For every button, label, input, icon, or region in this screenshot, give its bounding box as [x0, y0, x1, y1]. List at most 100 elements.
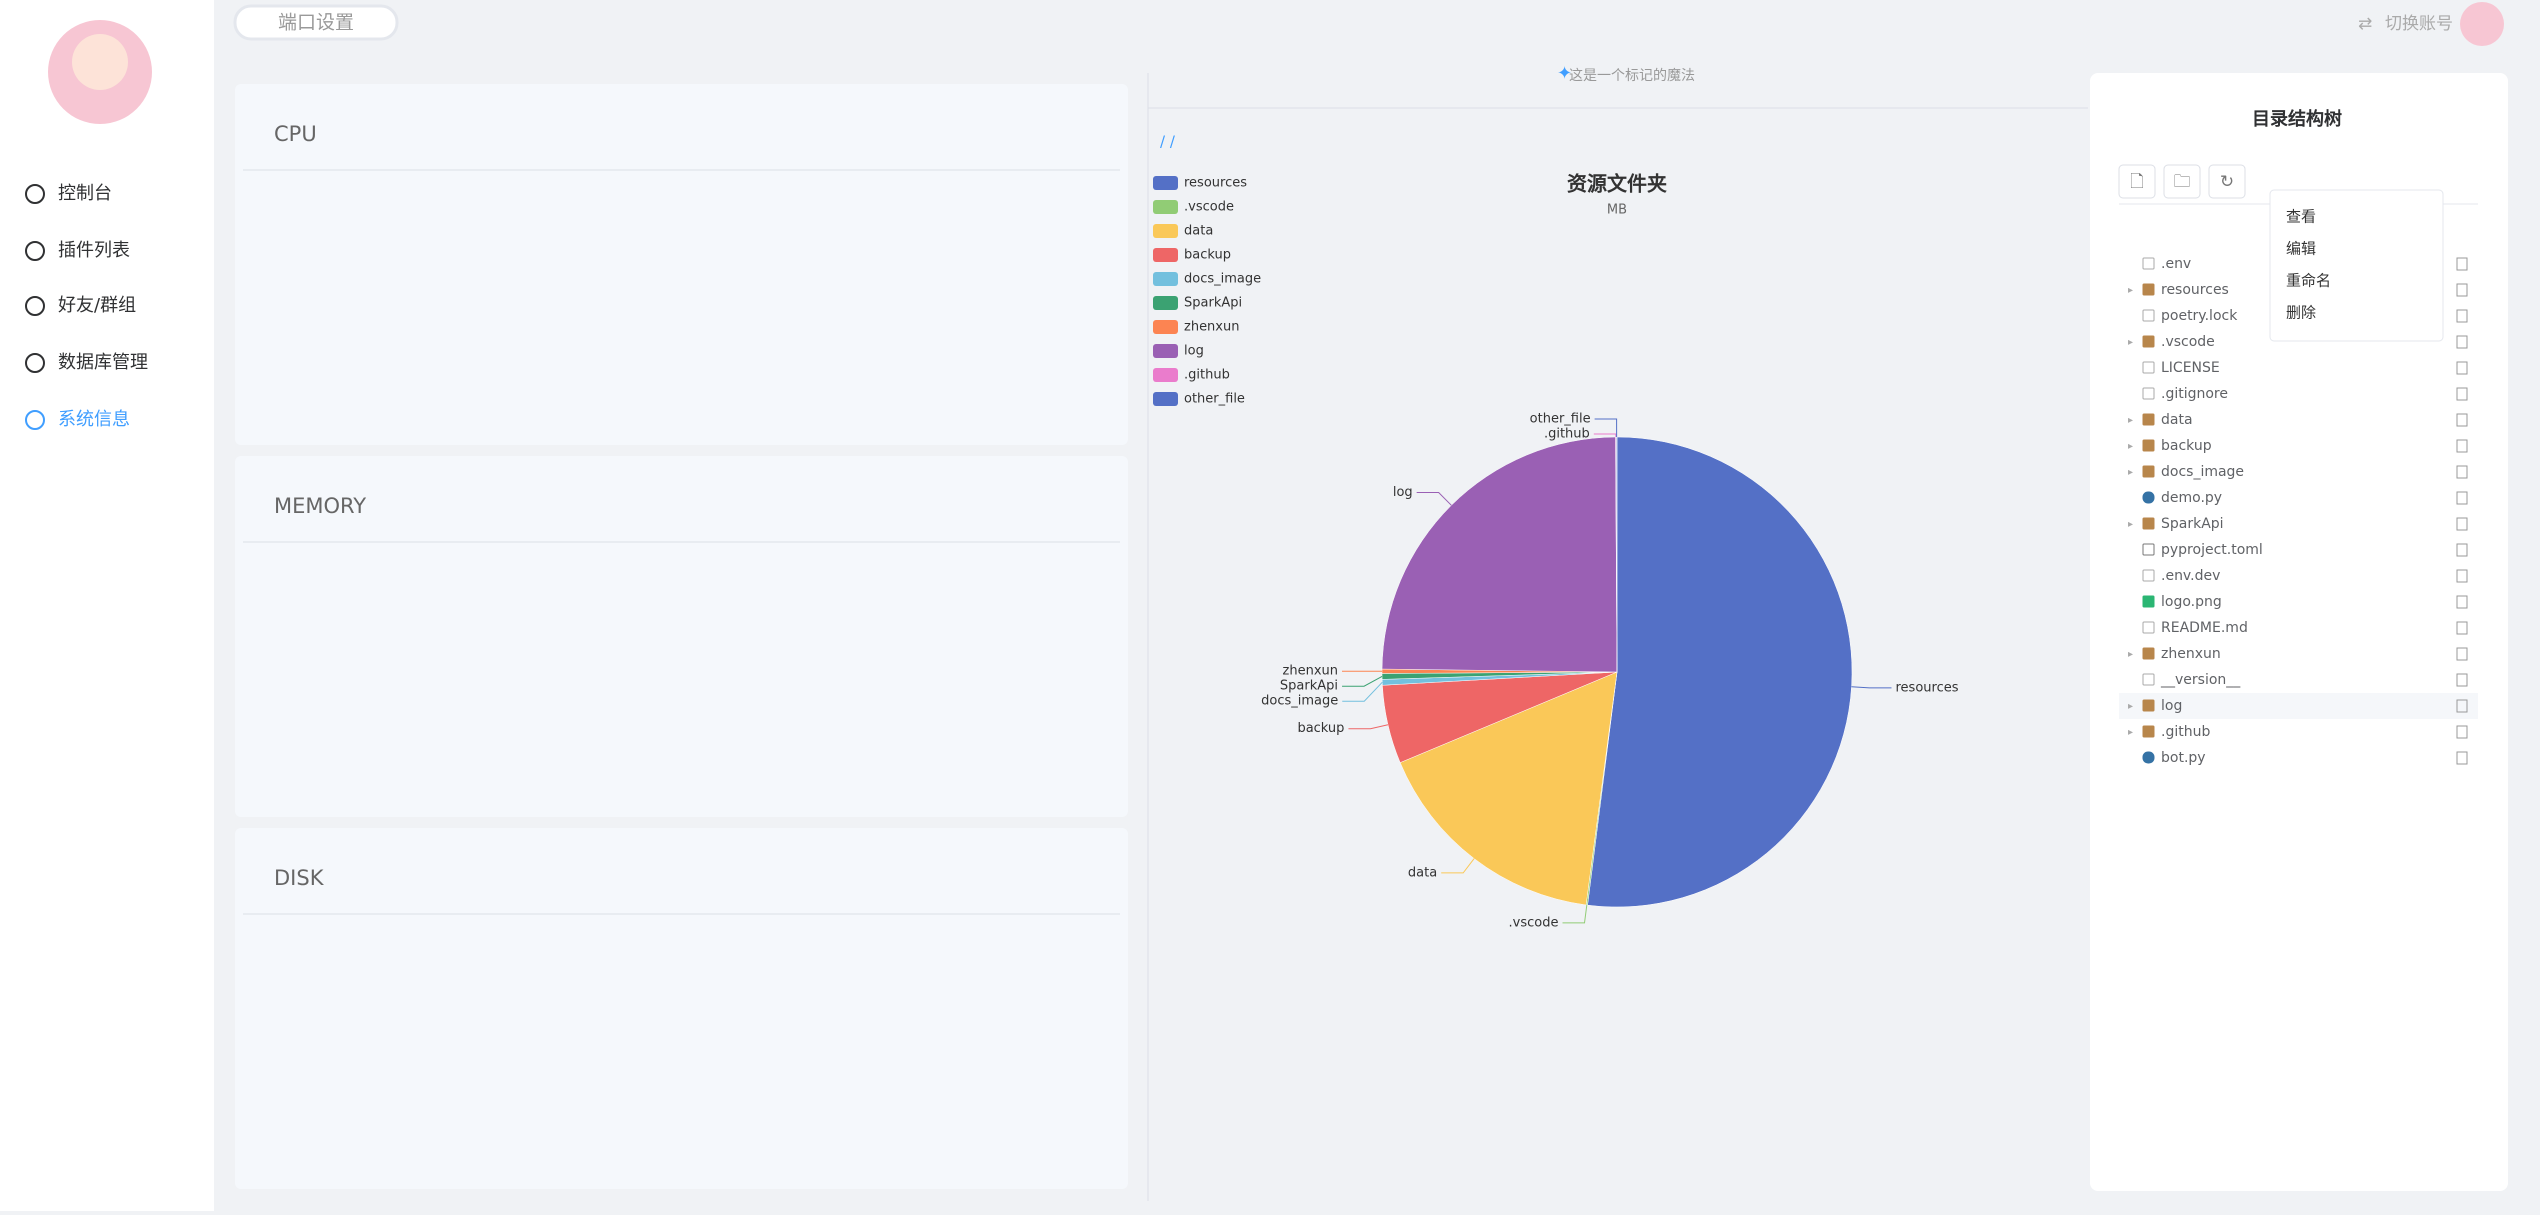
legend-swatch[interactable] — [1153, 392, 1178, 406]
icon: 🗋 — [2130, 172, 2144, 192]
port-setting[interactable]: 端口设置 — [278, 12, 354, 34]
menu-item[interactable]: 系统信息 — [58, 409, 130, 430]
tree-item[interactable]: log — [2161, 698, 2182, 714]
legend-label[interactable]: .vscode — [1184, 200, 1234, 215]
pie-label: zhenxun — [1283, 664, 1338, 679]
legend-label[interactable]: SparkApi — [1184, 296, 1242, 311]
legend-swatch[interactable] — [1153, 224, 1178, 238]
legend-label[interactable]: resources — [1184, 176, 1247, 191]
breadcrumb[interactable]: / / — [1160, 133, 1176, 151]
chart-title: 资源文件夹 — [1567, 172, 1667, 196]
tree-item[interactable]: demo.py — [2161, 490, 2222, 506]
menu-item[interactable]: 控制台 — [58, 183, 112, 204]
file-icon — [2143, 752, 2154, 763]
menu-option[interactable]: 编辑 — [2286, 240, 2316, 258]
panel — [235, 828, 1128, 1189]
legend-swatch[interactable] — [1153, 176, 1178, 190]
file-icon — [2143, 492, 2154, 503]
switch-account[interactable]: 切换账号 — [2385, 14, 2453, 34]
file-icon — [2143, 726, 2154, 737]
tree-item[interactable]: poetry.lock — [2161, 308, 2238, 324]
pie-label: resources — [1896, 680, 1959, 695]
expand-arrow[interactable]: ▸ — [2128, 519, 2133, 530]
tree-item[interactable]: zhenxun — [2161, 646, 2221, 662]
tree-title: 目录结构树 — [2252, 108, 2342, 130]
legend-label[interactable]: backup — [1184, 248, 1231, 263]
menu-option[interactable]: 查看 — [2286, 208, 2316, 226]
tree-item[interactable]: LICENSE — [2161, 360, 2220, 376]
switch-icon: ⇄ — [2358, 14, 2372, 34]
tree-item[interactable]: .github — [2161, 724, 2210, 740]
tree-item[interactable]: docs_image — [2161, 464, 2244, 480]
expand-arrow[interactable]: ▸ — [2128, 727, 2133, 738]
file-icon — [2143, 336, 2154, 347]
tree-item[interactable]: resources — [2161, 282, 2229, 298]
magic-icon: ✦ — [1557, 63, 1572, 84]
legend-label[interactable]: docs_image — [1184, 272, 1261, 287]
expand-arrow[interactable]: ▸ — [2128, 441, 2133, 452]
menu-item[interactable]: 好友/群组 — [58, 295, 136, 316]
expand-arrow[interactable]: ▸ — [2128, 701, 2133, 712]
expand-arrow[interactable]: ▸ — [2128, 285, 2133, 296]
legend-label[interactable]: data — [1184, 224, 1213, 239]
menu-option[interactable]: 删除 — [2286, 304, 2316, 322]
panel-title: CPU — [274, 122, 317, 146]
expand-arrow[interactable]: ▸ — [2128, 415, 2133, 426]
tree-item[interactable]: .gitignore — [2161, 386, 2228, 402]
legend-label[interactable]: log — [1184, 344, 1204, 359]
file-icon — [2143, 648, 2154, 659]
tree-item[interactable]: .env.dev — [2161, 568, 2220, 584]
tree-item[interactable]: README.md — [2161, 620, 2248, 636]
tree-item[interactable]: .env — [2161, 256, 2191, 272]
tree-item[interactable]: bot.py — [2161, 750, 2206, 766]
avatar[interactable] — [2460, 2, 2504, 46]
magic-hint: 这是一个标记的魔法 — [1569, 67, 1695, 84]
legend-swatch[interactable] — [1153, 296, 1178, 310]
legend-swatch[interactable] — [1153, 320, 1178, 334]
expand-arrow[interactable]: ▸ — [2128, 649, 2133, 660]
tree-item[interactable]: logo.png — [2161, 594, 2222, 610]
file-icon — [2143, 414, 2154, 425]
tree-item[interactable]: data — [2161, 412, 2193, 428]
pie-label: log — [1393, 485, 1413, 500]
icon: 🗀 — [2174, 172, 2191, 192]
tree-item[interactable]: backup — [2161, 438, 2212, 454]
chart-subtitle: MB — [1607, 203, 1627, 218]
panel-title: DISK — [274, 866, 325, 890]
legend-swatch[interactable] — [1153, 344, 1178, 358]
menu-option[interactable]: 重命名 — [2286, 272, 2331, 290]
menu-item[interactable]: 数据库管理 — [58, 352, 148, 373]
file-icon — [2143, 466, 2154, 477]
legend-label[interactable]: .github — [1184, 368, 1230, 383]
legend-swatch[interactable] — [1153, 368, 1178, 382]
pie-label: .vscode — [1509, 915, 1559, 930]
pie-label: .github — [1544, 427, 1590, 442]
panel — [235, 84, 1128, 445]
icon: ↻ — [2220, 172, 2234, 192]
tree-item[interactable]: __version__ — [2160, 672, 2241, 688]
file-icon — [2143, 596, 2154, 607]
legend-swatch[interactable] — [1153, 272, 1178, 286]
sidebar — [0, 0, 214, 1211]
legend-label[interactable]: other_file — [1184, 392, 1245, 407]
expand-arrow[interactable]: ▸ — [2128, 337, 2133, 348]
pie-label: other_file — [1530, 412, 1591, 427]
logo-face — [72, 34, 128, 90]
legend-label[interactable]: zhenxun — [1184, 320, 1239, 335]
pie-label: data — [1408, 865, 1437, 880]
pie-label: SparkApi — [1280, 679, 1338, 694]
file-icon — [2143, 518, 2154, 529]
tree-item[interactable]: .vscode — [2161, 334, 2215, 350]
legend-swatch[interactable] — [1153, 200, 1178, 214]
tree-item[interactable]: pyproject.toml — [2161, 542, 2263, 558]
tree-item[interactable]: SparkApi — [2161, 516, 2224, 532]
panel — [235, 456, 1128, 817]
expand-arrow[interactable]: ▸ — [2128, 467, 2133, 478]
panel-title: MEMORY — [274, 494, 366, 518]
legend-swatch[interactable] — [1153, 248, 1178, 262]
file-icon — [2143, 440, 2154, 451]
menu-item[interactable]: 插件列表 — [58, 240, 130, 261]
file-icon — [2143, 284, 2154, 295]
